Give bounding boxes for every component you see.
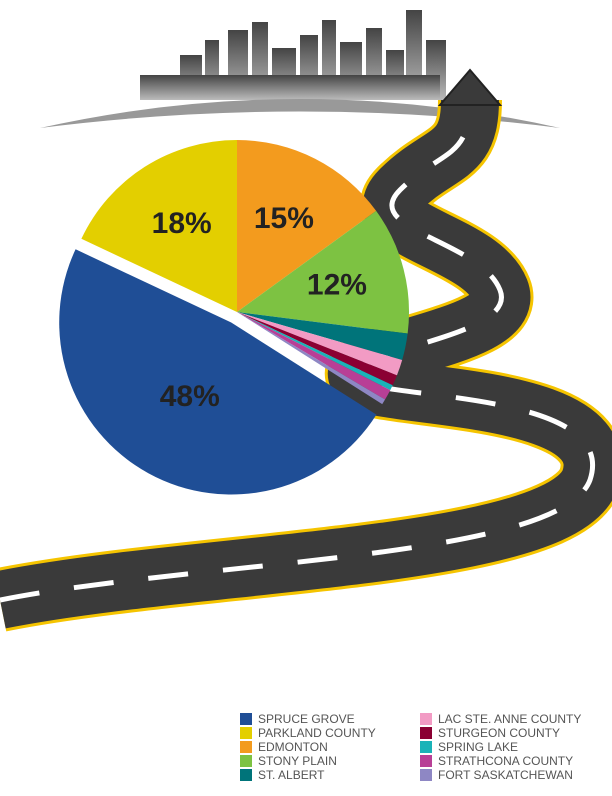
legend-label: SPRING LAKE (438, 740, 518, 754)
legend-label: LAC STE. ANNE COUNTY (438, 712, 581, 726)
legend-label: EDMONTON (258, 740, 328, 754)
legend-label: PARKLAND COUNTY (258, 726, 376, 740)
pie-slice (237, 312, 397, 386)
skyline (40, 10, 560, 128)
legend-swatch (420, 741, 432, 753)
pie-slice (237, 312, 391, 400)
pie-slice (237, 312, 403, 376)
slice-label: 12% (307, 268, 367, 301)
legend-swatch (420, 727, 432, 739)
pie-slice (237, 312, 408, 360)
pie-slice (237, 140, 377, 312)
legend-label: STONY PLAIN (258, 754, 337, 768)
slice-label: 48% (160, 380, 220, 413)
pie-slice (237, 312, 386, 405)
legend-swatch (240, 713, 252, 725)
pie-slice (237, 210, 410, 334)
pie: 48% 18% 15% 12% (59, 140, 410, 495)
legend-swatch (240, 755, 252, 767)
legend-swatch (420, 755, 432, 767)
legend-swatch (420, 713, 432, 725)
legend-label: STRATHCONA COUNTY (438, 754, 573, 768)
legend-swatch (240, 769, 252, 781)
legend-label: STURGEON COUNTY (438, 726, 560, 740)
pie-slice (237, 312, 393, 391)
legend-label: ST. ALBERT (258, 768, 325, 782)
slice-label: 18% (152, 207, 212, 240)
legend-swatch (240, 741, 252, 753)
legend-swatch (420, 769, 432, 781)
legend-swatch (240, 727, 252, 739)
legend-label: FORT SASKATCHEWAN (438, 768, 573, 782)
slice-label: 15% (254, 202, 314, 235)
pie-slice (81, 140, 237, 312)
pie-slice (59, 249, 377, 495)
legend-label: SPRUCE GROVE (258, 712, 355, 726)
